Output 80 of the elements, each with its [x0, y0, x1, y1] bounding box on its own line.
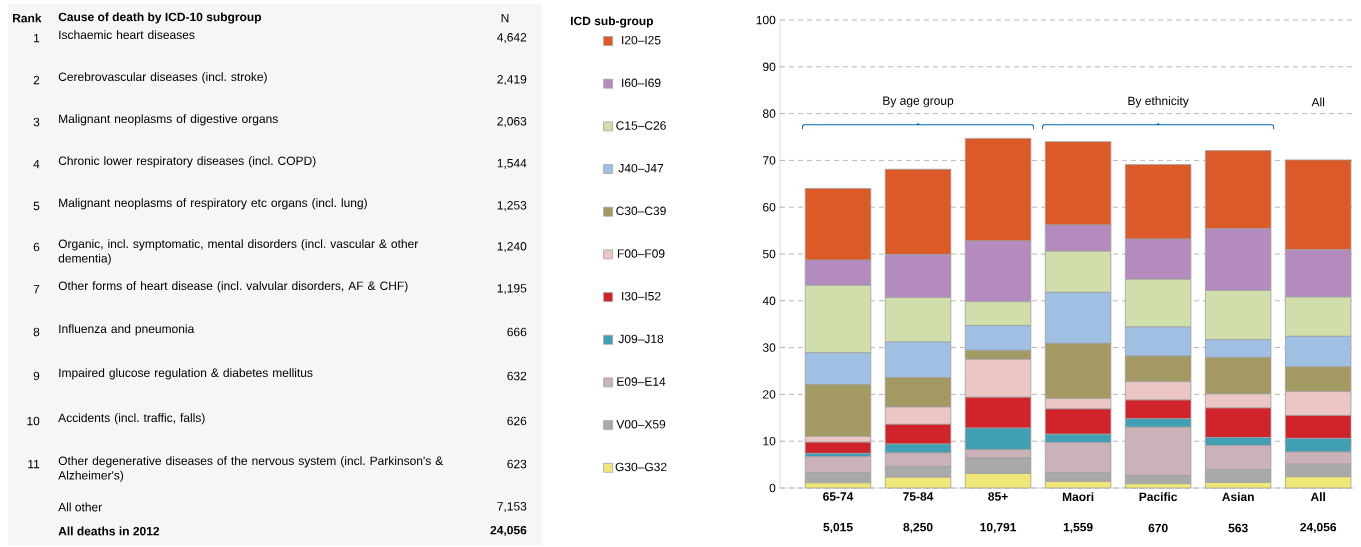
text: Other degenerative diseases of the nervous system (incl. Parkinson's & Alzheimer's)	[58, 456, 444, 482]
text: N	[501, 13, 509, 23]
text: Malignant neoplasms of digestive organs	[59, 114, 278, 126]
legend-label: V00–X59	[616, 420, 666, 429]
text: 8,250	[903, 522, 933, 534]
x-tick-label: All	[1310, 492, 1325, 501]
legend-label: J40–J47	[618, 163, 664, 173]
text: 666	[507, 327, 527, 337]
text: Cerebrovascular diseases (incl. stroke)	[58, 72, 267, 84]
annotation: By age group	[883, 96, 954, 108]
text: 10,791	[980, 522, 1017, 534]
text: 7	[33, 284, 40, 294]
y-tick-label: 90	[763, 62, 776, 72]
legend-label: J09–J18	[618, 334, 664, 344]
text: Rank	[12, 13, 42, 23]
text: Other forms of heart disease (incl. valvular disorders, AF & CHF)	[58, 281, 408, 293]
y-tick-label: 20	[763, 390, 776, 399]
text: 623	[507, 459, 527, 469]
y-tick-label: 40	[762, 296, 776, 306]
text: 9	[33, 371, 40, 381]
legend-title: ICD sub-group	[570, 16, 654, 28]
y-tick-label: 50	[762, 249, 776, 259]
y-tick-label: 30	[762, 343, 776, 352]
text: 1	[34, 33, 40, 43]
legend-label: I60–I69	[622, 78, 661, 88]
legend-label: I20–I25	[622, 35, 661, 45]
text: 4,642	[497, 33, 527, 43]
text: 1,195	[497, 284, 527, 294]
text: All other	[58, 502, 102, 512]
legend-label: C30–C39	[616, 206, 666, 216]
text: 2,419	[497, 75, 527, 85]
x-tick-label: Asian	[1222, 492, 1254, 502]
text: All deaths in 2012	[58, 526, 160, 536]
text: 24,056	[1300, 522, 1337, 534]
annotation: All	[1311, 97, 1325, 107]
x-tick-label: Maori	[1062, 492, 1094, 502]
y-tick-label: 70	[763, 156, 776, 165]
legend-label: I30–I52	[622, 291, 661, 301]
text: 2,063	[497, 117, 527, 127]
text: 5,015	[823, 522, 853, 534]
text: 626	[507, 416, 527, 426]
text: 1,240	[497, 242, 527, 252]
text: Cause of death by ICD-10 subgroup	[58, 12, 262, 24]
text: 563	[1228, 523, 1248, 533]
text: 1,253	[497, 201, 527, 211]
text: 1,544	[497, 159, 527, 169]
text: Malignant neoplasms of respiratory etc organs (incl. lung)	[59, 198, 367, 210]
text: Accidents (incl. traffic, falls)	[58, 413, 205, 425]
x-tick-label: 85+	[988, 492, 1008, 501]
y-tick-label: 0	[769, 483, 776, 493]
text: 4	[33, 159, 40, 169]
text: Influenza and pneumonia	[59, 324, 195, 336]
y-tick-label: 60	[763, 202, 776, 212]
text: 10	[27, 416, 40, 426]
text: Impaired glucose regulation & diabetes mellitus	[59, 368, 313, 380]
text: 2	[33, 75, 40, 85]
legend-label: E09–E14	[617, 377, 666, 386]
text: 5	[33, 201, 40, 211]
text: Organic, incl. symptomatic, mental disorders (incl. vascular & other dementia)	[58, 239, 419, 265]
text: 1,559	[1063, 522, 1093, 534]
annotation: By ethnicity	[1128, 96, 1189, 108]
legend-label: G30–G32	[615, 462, 667, 472]
text: 6	[33, 242, 40, 252]
y-tick-label: 100	[756, 15, 776, 25]
x-tick-label: 75-84	[903, 492, 934, 501]
y-tick-label: 10	[763, 436, 776, 446]
text: 8	[33, 327, 40, 337]
text: 670	[1148, 523, 1168, 533]
x-tick-label: Pacific	[1139, 492, 1178, 502]
text: 3	[33, 117, 40, 127]
text: 632	[507, 371, 527, 381]
text: 24,056	[490, 525, 527, 537]
text: Ischaemic heart diseases	[59, 30, 195, 39]
legend-label: C15–C26	[616, 121, 666, 130]
x-tick-label: 65-74	[823, 492, 854, 501]
legend-label: F00–F09	[618, 249, 665, 258]
text: 11	[28, 459, 40, 469]
y-tick-label: 80	[762, 109, 776, 118]
text: Chronic lower respiratory diseases (incl. COPD)	[58, 156, 316, 168]
text: 7,153	[497, 502, 527, 512]
